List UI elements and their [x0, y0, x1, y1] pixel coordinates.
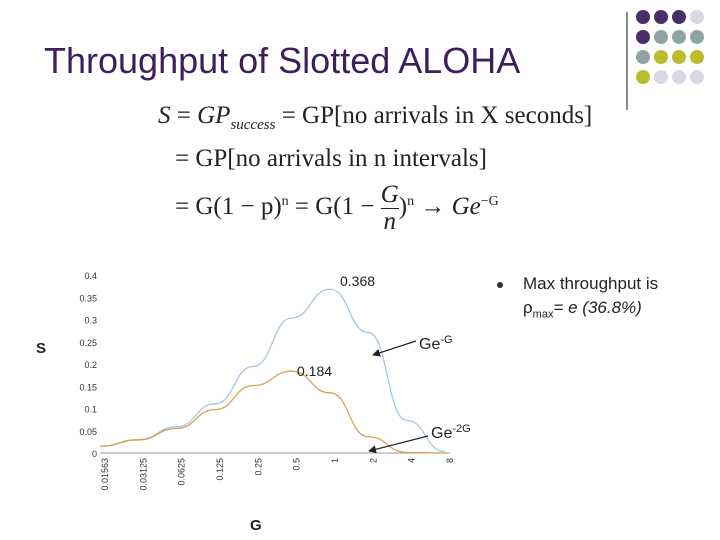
y-tick-label: 0.3 — [84, 316, 97, 326]
arrow-line-2 — [368, 435, 429, 454]
series-line-2 — [99, 370, 446, 454]
decor-dot — [690, 30, 704, 44]
note-line-1: Max throughput is — [523, 274, 659, 293]
y-tick-label: 0.25 — [79, 338, 97, 348]
eq-line-3-b: = G(1 − — [294, 193, 375, 221]
eq-line-3-a: = G(1 − p) — [175, 193, 282, 221]
decor-dot — [636, 50, 650, 64]
x-tick-label: 0.01563 — [100, 458, 110, 491]
page-title: Throughput of Slotted ALOHA — [44, 40, 521, 81]
y-axis-label: S — [36, 340, 46, 357]
series-label-1-exp: -G — [440, 334, 452, 346]
y-tick-label: 0.4 — [84, 271, 97, 281]
x-tick-label: 0.25 — [253, 458, 263, 476]
eq-equals: = — [176, 102, 191, 129]
eq-line-3-c-exp: n — [407, 193, 415, 209]
equation-line-3: = G(1 − p)n = G(1 − G n )n → Ge−G — [175, 182, 499, 235]
x-tick-label: 0.03125 — [138, 458, 148, 491]
eq-line-1-rest: = GP[no arrivals in X seconds] — [281, 102, 593, 129]
x-tick-label: 0.5 — [292, 458, 302, 471]
x-tick-label: 8 — [445, 458, 455, 463]
eq-line-3-c: ) — [398, 193, 408, 221]
y-tick-label: 0.15 — [79, 382, 97, 392]
decor-dot — [672, 30, 686, 44]
eq-gp: GP — [197, 102, 231, 129]
series-label-1: Ge-G — [419, 334, 453, 353]
eq-line-2-text: = GP[no arrivals in n intervals] — [175, 145, 487, 172]
decor-dot — [654, 30, 668, 44]
x-tick-label: 0.0625 — [177, 458, 187, 486]
equation-line-1: S = GPsuccess = GP[no arrivals in X seco… — [158, 102, 592, 134]
y-tick-label: 0.2 — [84, 360, 97, 370]
series-line-1 — [99, 288, 446, 453]
eq-arrow-icon: → — [420, 193, 446, 221]
series-label-2-exp: -2G — [452, 423, 470, 435]
series-label-2-base: Ge — [431, 425, 452, 442]
decor-dot — [636, 70, 650, 84]
note-line-2-rest: = e (36.8%) — [553, 298, 642, 317]
throughput-chart: 00.050.10.150.20.250.30.350.4S 0.01563 0.… — [36, 271, 471, 534]
y-tick-label: 0 — [92, 449, 97, 459]
decor-dot — [672, 10, 686, 24]
decor-dot — [672, 70, 686, 84]
peak-label-2: 0.184 — [297, 363, 332, 379]
note-rho: ρ — [523, 298, 533, 317]
note-max-subscript: max — [532, 308, 554, 321]
y-tick-label: 0.1 — [84, 405, 97, 415]
equation-line-2: = GP[no arrivals in n intervals] — [175, 145, 487, 173]
x-axis: 0.01563 0.03125 0.0625 0.125 0.25 0.5 1 2 4 8 G — [100, 458, 455, 534]
series-label-1-base: Ge — [419, 336, 440, 353]
decor-dot — [690, 50, 704, 64]
decor-dot — [690, 10, 704, 24]
series-label-2: Ge-2G — [431, 423, 471, 442]
eq-s: S — [158, 102, 171, 129]
y-tick-label: 0.05 — [79, 427, 97, 437]
eq-success-subscript: success — [230, 117, 276, 133]
decor-dot — [654, 70, 668, 84]
y-tick-label: 0.35 — [79, 293, 97, 303]
x-tick-label: 4 — [407, 458, 417, 463]
title-divider — [626, 12, 628, 110]
decor-dot — [636, 30, 650, 44]
decor-dot — [672, 50, 686, 64]
eq-fraction-numerator: G — [380, 181, 399, 209]
x-tick-label: 2 — [368, 458, 378, 463]
y-axis: 0 0.05 0.1 0.15 0.2 0.25 0.3 0.35 0.4 S — [36, 271, 450, 459]
x-tick-label: 1 — [330, 458, 340, 463]
x-axis-label: G — [250, 517, 262, 534]
eq-line-3-d-exp: −G — [480, 193, 499, 209]
eq-line-3-d: Ge — [451, 193, 481, 221]
eq-fraction: G n — [380, 181, 399, 235]
bullet-icon — [497, 282, 503, 288]
arrow-line-1 — [372, 340, 417, 357]
decor-dot — [654, 50, 668, 64]
decor-dot — [636, 10, 650, 24]
x-tick-label: 0.125 — [215, 458, 225, 481]
note-text: Max throughput is ρmax= e (36.8%) — [523, 272, 658, 326]
decor-dot — [654, 10, 668, 24]
peak-label-1: 0.368 — [340, 273, 375, 289]
eq-fraction-denominator: n — [383, 208, 397, 235]
decor-dot — [690, 70, 704, 84]
eq-line-3-a-exp: n — [281, 193, 289, 209]
series-layer — [99, 288, 446, 454]
